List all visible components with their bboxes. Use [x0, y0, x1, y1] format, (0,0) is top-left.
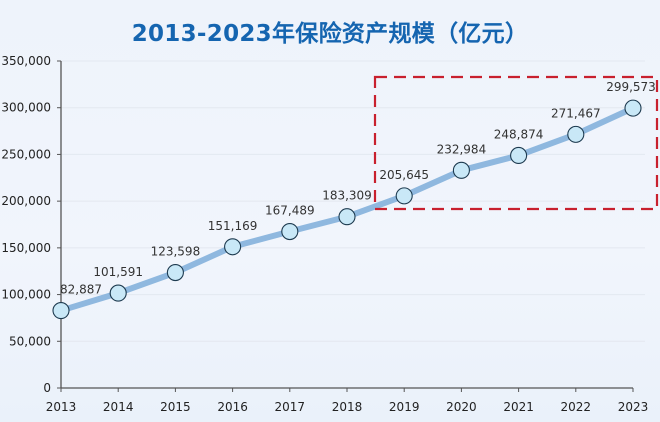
- data-point-marker: [166, 263, 184, 282]
- gridlines: [61, 60, 645, 342]
- data-label: 299,573: [606, 80, 656, 94]
- data-labels: 82,887 101,591 123,598 151,169 167,489 183,30…: [60, 80, 656, 296]
- data-series: [52, 99, 642, 320]
- y-axis: 0 50,000 100,000 150,000 200,000 250,000 300,0…: [1, 54, 62, 395]
- data-label: 271,467: [551, 106, 601, 120]
- data-label: 167,489: [265, 204, 315, 218]
- data-point-marker: [224, 238, 242, 256]
- chart-title: 2013-2023年保险资产规模（亿元）: [131, 21, 529, 47]
- y-tick-label: 150,000: [1, 241, 51, 255]
- data-point-marker: [52, 302, 70, 320]
- data-label: 232,984: [437, 142, 487, 156]
- x-axis: 2013 2014 2015 2016 2017 2018 2019 2020 2021 2022…: [46, 387, 649, 414]
- highlight-dashed-rectangle: [373, 75, 659, 211]
- data-point-marker: [510, 146, 528, 165]
- data-label: 248,874: [494, 127, 544, 141]
- x-tick-label: 2022: [561, 400, 592, 414]
- highlight-box: [373, 75, 659, 211]
- y-tick-label: 250,000: [1, 147, 51, 161]
- data-label: 82,887: [60, 283, 102, 297]
- data-point-marker: [281, 222, 299, 241]
- x-tick-label: 2015: [160, 400, 191, 414]
- y-tick-label: 0: [43, 381, 51, 395]
- y-tick-label: 350,000: [1, 54, 51, 68]
- data-label: 151,169: [208, 219, 258, 233]
- data-label: 101,591: [93, 265, 143, 279]
- y-tick-label: 200,000: [1, 194, 51, 208]
- data-label: 205,645: [379, 168, 429, 182]
- x-tick-label: 2020: [446, 400, 477, 414]
- data-label: 183,309: [322, 189, 372, 203]
- x-tick-label: 2017: [275, 400, 306, 414]
- data-point-marker: [338, 208, 356, 226]
- data-point-marker: [109, 284, 127, 302]
- data-point-marker: [624, 99, 642, 117]
- x-tick-label: 2021: [503, 400, 534, 414]
- x-tick-label: 2013: [46, 400, 77, 414]
- x-tick-label: 2019: [389, 400, 420, 414]
- data-point-marker: [567, 125, 585, 143]
- x-tick-label: 2023: [618, 400, 649, 414]
- y-tick-label: 50,000: [9, 334, 51, 348]
- y-tick-label: 100,000: [1, 288, 51, 302]
- y-tick-label: 300,000: [1, 101, 51, 115]
- x-tick-label: 2016: [217, 400, 248, 414]
- data-label: 123,598: [151, 245, 201, 259]
- data-point-marker: [452, 161, 470, 179]
- x-tick-label: 2018: [332, 400, 363, 414]
- x-tick-label: 2014: [103, 400, 134, 414]
- data-point-marker: [395, 187, 413, 205]
